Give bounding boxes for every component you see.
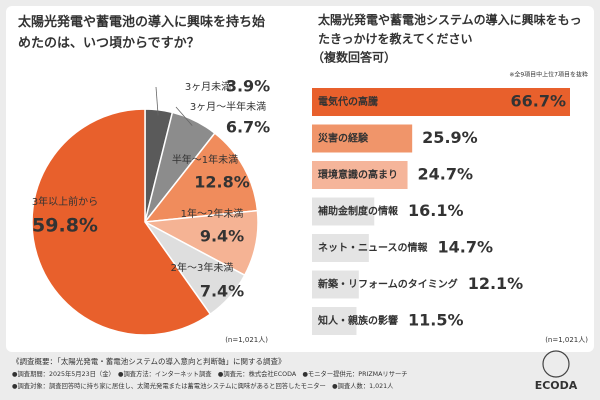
slice-value: 9.4%	[200, 227, 244, 246]
slice-value: 3.9%	[226, 77, 270, 96]
slice-label: 半年〜1年未満	[172, 153, 238, 166]
slice-value: 12.8%	[194, 173, 250, 192]
value-label: 24.7%	[418, 165, 474, 184]
bar	[312, 307, 357, 335]
bar	[312, 197, 375, 226]
category-label: 環境意識の高まり	[318, 168, 398, 181]
value-label: 16.1%	[408, 201, 464, 220]
leader-line	[155, 86, 159, 116]
slice-label: 3年以上前から	[32, 195, 98, 208]
slice-label: 3ヶ月未満	[185, 81, 231, 93]
slice-label: 2年〜3年未満	[171, 261, 234, 274]
bar	[312, 270, 359, 299]
logo: ECODA	[535, 379, 578, 392]
category-label: 電気代の高騰	[318, 95, 379, 108]
slice-value: 59.8%	[32, 215, 98, 237]
bar	[312, 88, 570, 116]
pie-slice	[143, 132, 259, 223]
slice-label: 3ヶ月〜半年未満	[190, 100, 266, 113]
footer-line: ●調査期間：2025年5月23日（金） ●調査方法：インターネット調査 ●調査元…	[12, 369, 408, 378]
title: 太陽光発電や蓄電池の導入に興味を持ち始めたのは、いつ頃からですか？	[17, 14, 265, 51]
footer-line: 《調査概要：「太陽光発電・蓄電池システムの導入意向と判断軸」に関する調査》	[12, 356, 286, 366]
subtitle: （複数回答可）	[312, 50, 396, 65]
value-label: 11.5%	[408, 311, 464, 330]
value-label: 66.7%	[510, 92, 566, 111]
annotation: ※全9項目中上位7項目を抜粋	[509, 71, 588, 79]
bar	[312, 124, 413, 153]
sample-note: (n=1,021人)	[225, 336, 268, 344]
sample-note: (n=1,021人)	[545, 336, 588, 344]
footer-line: ●調査対象：調査回答時に持ち家に居住し、太陽光発電または蓄電池システムに興味があ…	[12, 381, 394, 390]
category-label: 知人・親族の影響	[317, 314, 398, 327]
title: 太陽光発電や蓄電池システムの導入に興味をもったきっかけを教えてください	[318, 12, 582, 46]
category-label: 災害の経験	[317, 132, 369, 145]
pie-slice	[31, 108, 212, 336]
value-label: 14.7%	[438, 238, 494, 257]
value-label: 25.9%	[422, 128, 478, 147]
bar	[312, 234, 369, 262]
bar	[312, 161, 408, 189]
leader-line	[175, 106, 193, 126]
slice-label: 1年〜2年未満	[181, 207, 244, 220]
category-label: 新築・リフォームのタイミング	[318, 278, 458, 291]
slice-value: 7.4%	[200, 282, 244, 301]
value-label: 12.1%	[468, 274, 524, 293]
category-label: ネット・ニュースの情報	[318, 241, 428, 254]
slice-value: 6.7%	[226, 118, 270, 137]
logo-icon	[542, 350, 570, 378]
category-label: 補助金制度の情報	[317, 205, 399, 218]
